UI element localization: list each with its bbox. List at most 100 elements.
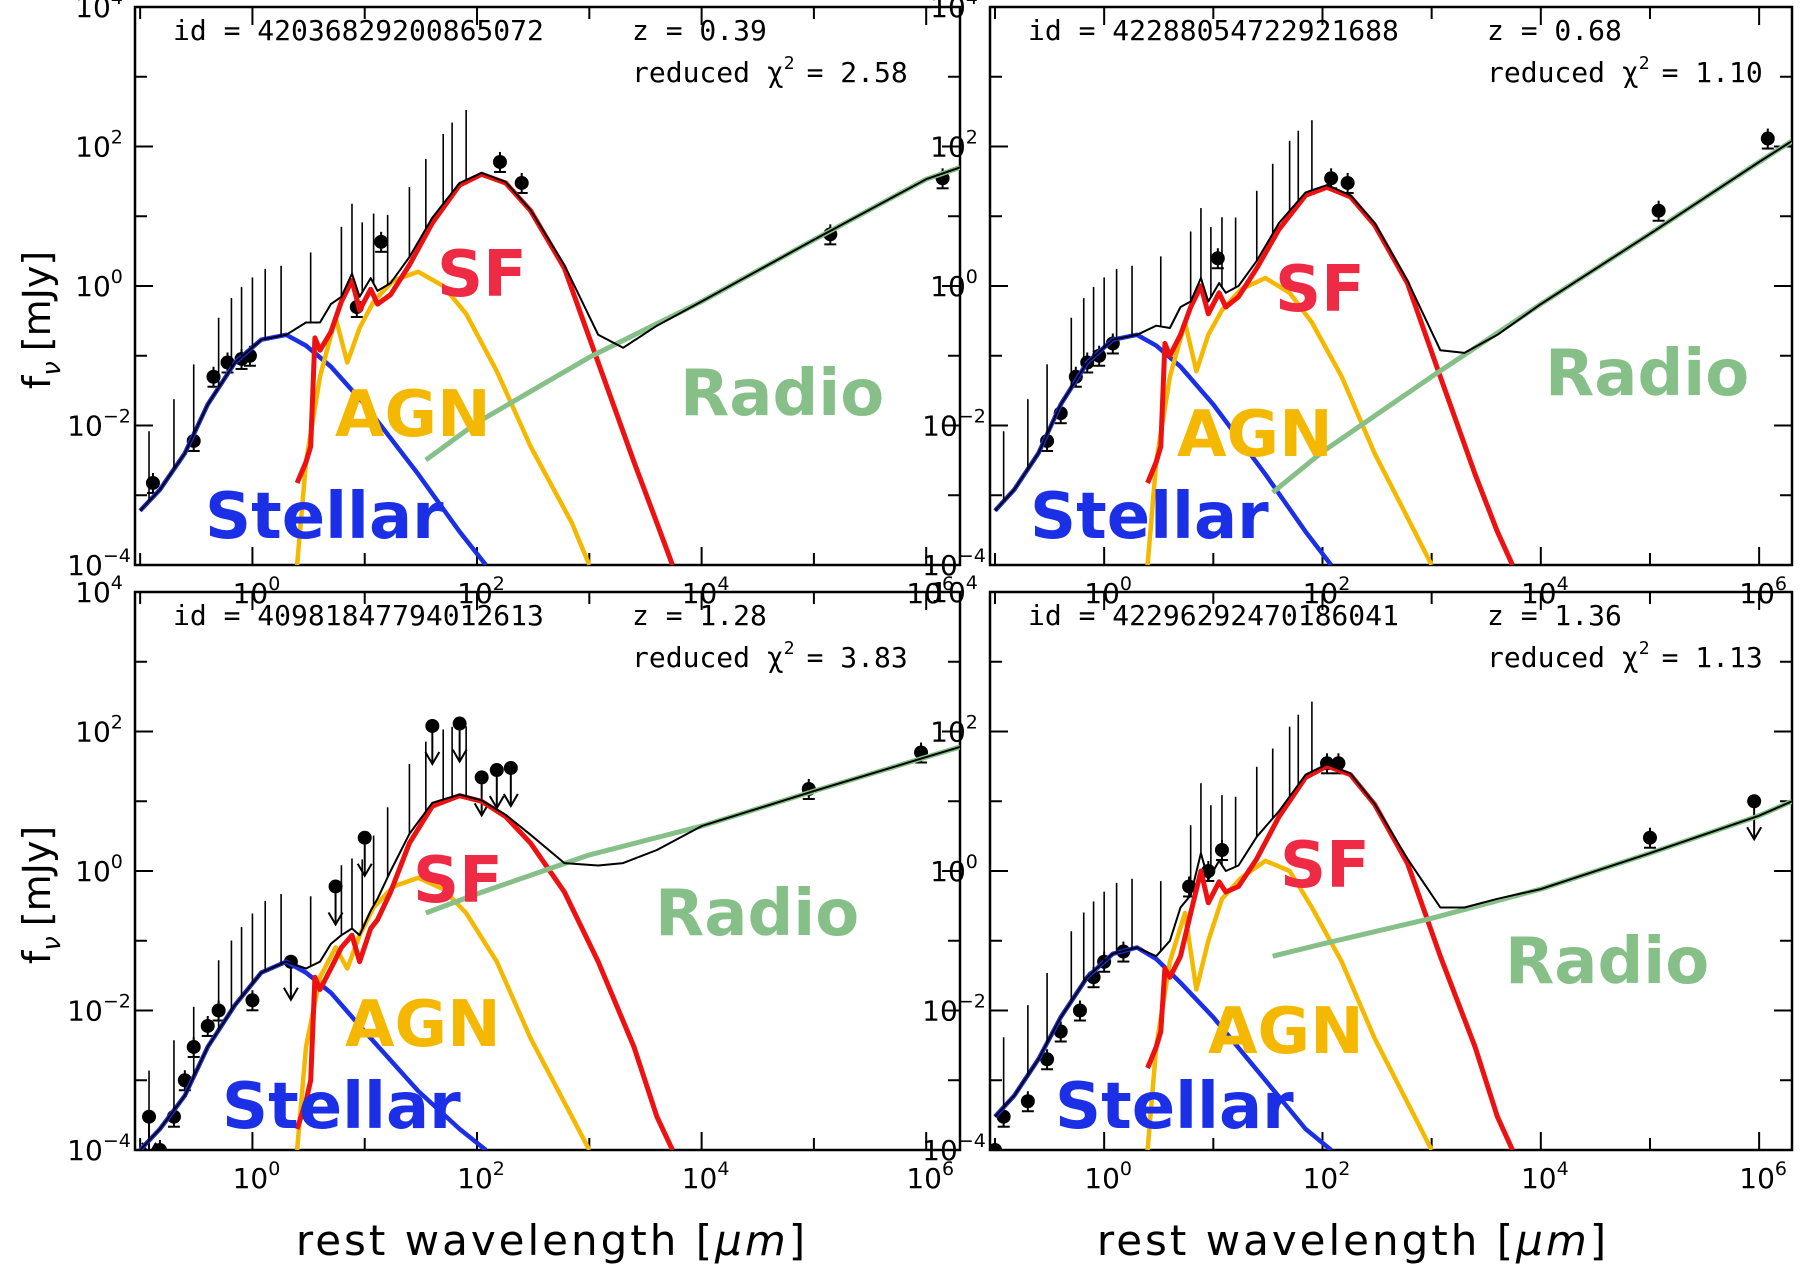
label-stellar: Stellar: [1055, 1070, 1294, 1144]
data-point: [1760, 128, 1775, 150]
y-tick-label: 104: [930, 0, 978, 24]
label-radio: Radio: [680, 357, 884, 431]
panels-layer: 10010210410610−410−2100102104StellarAGNS…: [67, 0, 1794, 1195]
xlabel-prefix: rest wavelength [: [1097, 1216, 1516, 1265]
upper-limit-point: [451, 716, 468, 764]
data-point: [1651, 200, 1666, 222]
x-axis-label-left: rest wavelength [μm]: [296, 1216, 808, 1265]
object-id: id = 42296292470186041: [1028, 599, 1399, 632]
y-tick-label: 100: [75, 266, 123, 303]
y-tick-label: 10−2: [67, 406, 131, 443]
x-tick-label: 100: [1084, 573, 1132, 610]
xlabel-prefix: rest wavelength [: [296, 1216, 715, 1265]
label-agn: AGN: [1208, 995, 1364, 1069]
plot-area: [993, 120, 1792, 565]
x-tick-label: 100: [233, 573, 281, 610]
data-point: [152, 1140, 167, 1150]
reduced-chi2: reduced χ2 = 2.58: [632, 53, 908, 89]
panel-top-left: 100 102 104 106 10−4 10−2 100 102 104 Stellar AGN S…: [67, 0, 962, 610]
y-tick-label: 100: [75, 851, 123, 888]
y-tick-label: 104: [930, 572, 978, 609]
label-stellar: Stellar: [205, 480, 444, 554]
xlabel-unit: μm: [714, 1216, 789, 1265]
series-sf: [1145, 184, 1515, 565]
upper-limit-point: [424, 718, 441, 766]
x-tick-label: 106: [1739, 1158, 1787, 1195]
data-point: [206, 366, 221, 388]
y-tick-label: 104: [75, 572, 123, 609]
series-sf: [294, 171, 675, 565]
data-point: [1072, 1000, 1087, 1022]
svg-text:fν[mJy]: fν [mJy]: [15, 251, 67, 389]
label-agn: AGN: [345, 988, 501, 1062]
reduced-chi2: reduced χ2 = 3.83: [632, 638, 908, 674]
ylabel-nu: ν: [37, 361, 67, 376]
upper-limit-point: [356, 830, 373, 878]
x-tick-label: 102: [1303, 1158, 1351, 1195]
series-sf: [1145, 763, 1515, 1150]
x-axis-label-right: rest wavelength [μm]: [1097, 1216, 1609, 1265]
ylabel-f: f: [15, 374, 59, 389]
y-tick-label: 102: [930, 127, 978, 164]
panel-top-right: 100 102 104 106 10−4 10−2 100 102 104 Stellar AGN S…: [922, 0, 1794, 610]
x-tick-label: 100: [233, 1158, 281, 1195]
redshift: z = 1.28: [632, 599, 767, 632]
label-radio: Radio: [655, 877, 859, 951]
y-tick-label: 100: [930, 851, 978, 888]
y-tick-label: 102: [75, 127, 123, 164]
xlabel-unit: μm: [1515, 1216, 1590, 1265]
ylabel-f: f: [15, 949, 59, 964]
series-total: [139, 166, 960, 512]
series-total: [139, 746, 960, 1150]
plot-area: [138, 716, 960, 1150]
y-tick-label: 10−2: [67, 991, 131, 1028]
y-axis-label-top: fν [mJy]: [15, 251, 67, 389]
object-id: id = 40981847794012613: [173, 599, 544, 632]
label-sf: SF: [1280, 829, 1370, 903]
reduced-chi2: reduced χ2 = 1.10: [1487, 53, 1763, 89]
data-point: [1642, 827, 1657, 849]
y-tick-label: 10−4: [67, 545, 131, 582]
reduced-chi2: reduced χ2 = 1.13: [1487, 638, 1763, 674]
label-sf: SF: [413, 844, 503, 918]
label-sf: SF: [1275, 253, 1365, 327]
series-total: [994, 763, 1792, 1118]
redshift: z = 0.68: [1487, 14, 1622, 47]
upper-limit-point: [488, 763, 505, 811]
label-agn: AGN: [1177, 398, 1333, 472]
data-point: [200, 1015, 215, 1037]
redshift: z = 0.39: [632, 14, 767, 47]
data-point: [245, 990, 260, 1012]
x-tick-label: 104: [1521, 1158, 1569, 1195]
ylabel-unit: [mJy]: [15, 251, 59, 351]
upper-limit-point: [327, 879, 344, 927]
data-point: [492, 151, 507, 173]
series-total: [994, 140, 1792, 512]
x-tick-label: 100: [1084, 1158, 1132, 1195]
panel-bottom-left: 100 102 104 106 10−4 10−2 100 102 104 Stellar AGN S…: [67, 572, 962, 1195]
x-tick-label: 102: [457, 573, 505, 610]
x-tick-label: 106: [906, 1158, 954, 1195]
ylabel-unit: [mJy]: [15, 826, 59, 926]
redshift: z = 1.36: [1487, 599, 1622, 632]
plot-area: [138, 109, 960, 565]
data-point: [1040, 1049, 1055, 1071]
y-tick-label: 100: [930, 266, 978, 303]
y-tick-label: 10−2: [922, 991, 986, 1028]
object-id: id = 42288054722921688: [1028, 14, 1399, 47]
label-stellar: Stellar: [1030, 480, 1269, 554]
svg-text:fν[mJy]: fν [mJy]: [15, 826, 67, 964]
label-sf: SF: [437, 238, 527, 312]
y-axis-label-bottom: fν [mJy]: [15, 826, 67, 964]
x-tick-label: 102: [1303, 573, 1351, 610]
object-id: id = 42036829200865072: [173, 14, 544, 47]
label-agn: AGN: [335, 378, 491, 452]
data-point: [374, 231, 389, 253]
y-tick-label: 104: [75, 0, 123, 24]
label-radio: Radio: [1545, 337, 1749, 411]
upper-limit-point: [990, 1143, 1002, 1150]
data-point: [1340, 172, 1355, 194]
x-tick-label: 106: [1739, 573, 1787, 610]
